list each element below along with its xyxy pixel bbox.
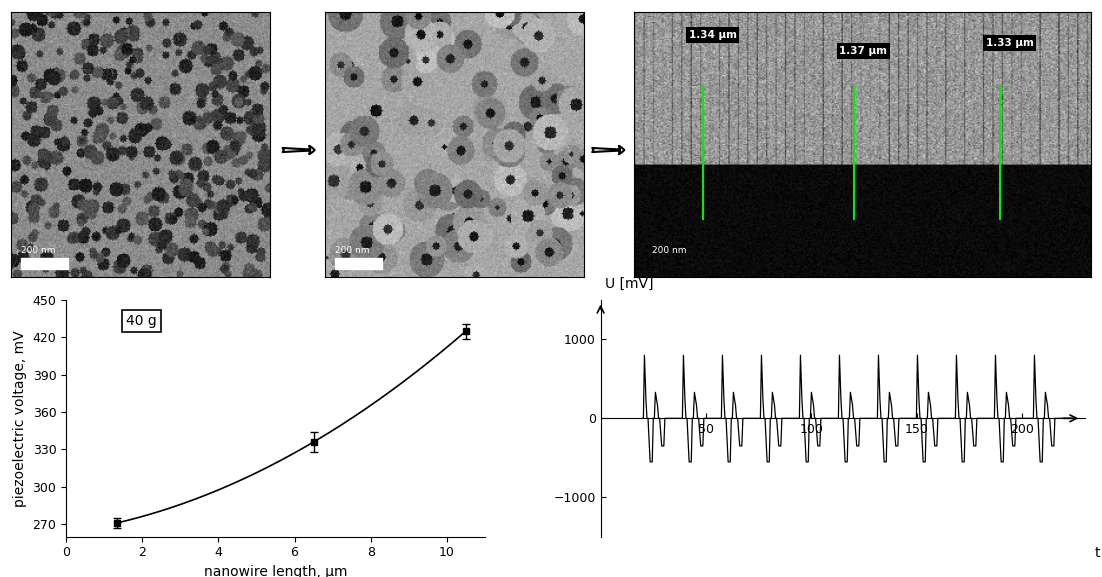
Text: 200 nm: 200 nm <box>21 246 56 255</box>
Text: U [mV]: U [mV] <box>605 276 653 291</box>
X-axis label: nanowire length, μm: nanowire length, μm <box>204 565 347 577</box>
Text: 40 g: 40 g <box>126 314 156 328</box>
Text: 200 nm: 200 nm <box>652 246 687 255</box>
Text: 1.37 μm: 1.37 μm <box>840 46 887 56</box>
Text: 200 nm: 200 nm <box>335 246 370 255</box>
Text: 1.33 μm: 1.33 μm <box>986 38 1034 48</box>
Text: t [ms]: t [ms] <box>1095 546 1102 560</box>
Y-axis label: piezoelectric voltage, mV: piezoelectric voltage, mV <box>13 330 26 507</box>
Text: 1.34 μm: 1.34 μm <box>689 30 736 40</box>
